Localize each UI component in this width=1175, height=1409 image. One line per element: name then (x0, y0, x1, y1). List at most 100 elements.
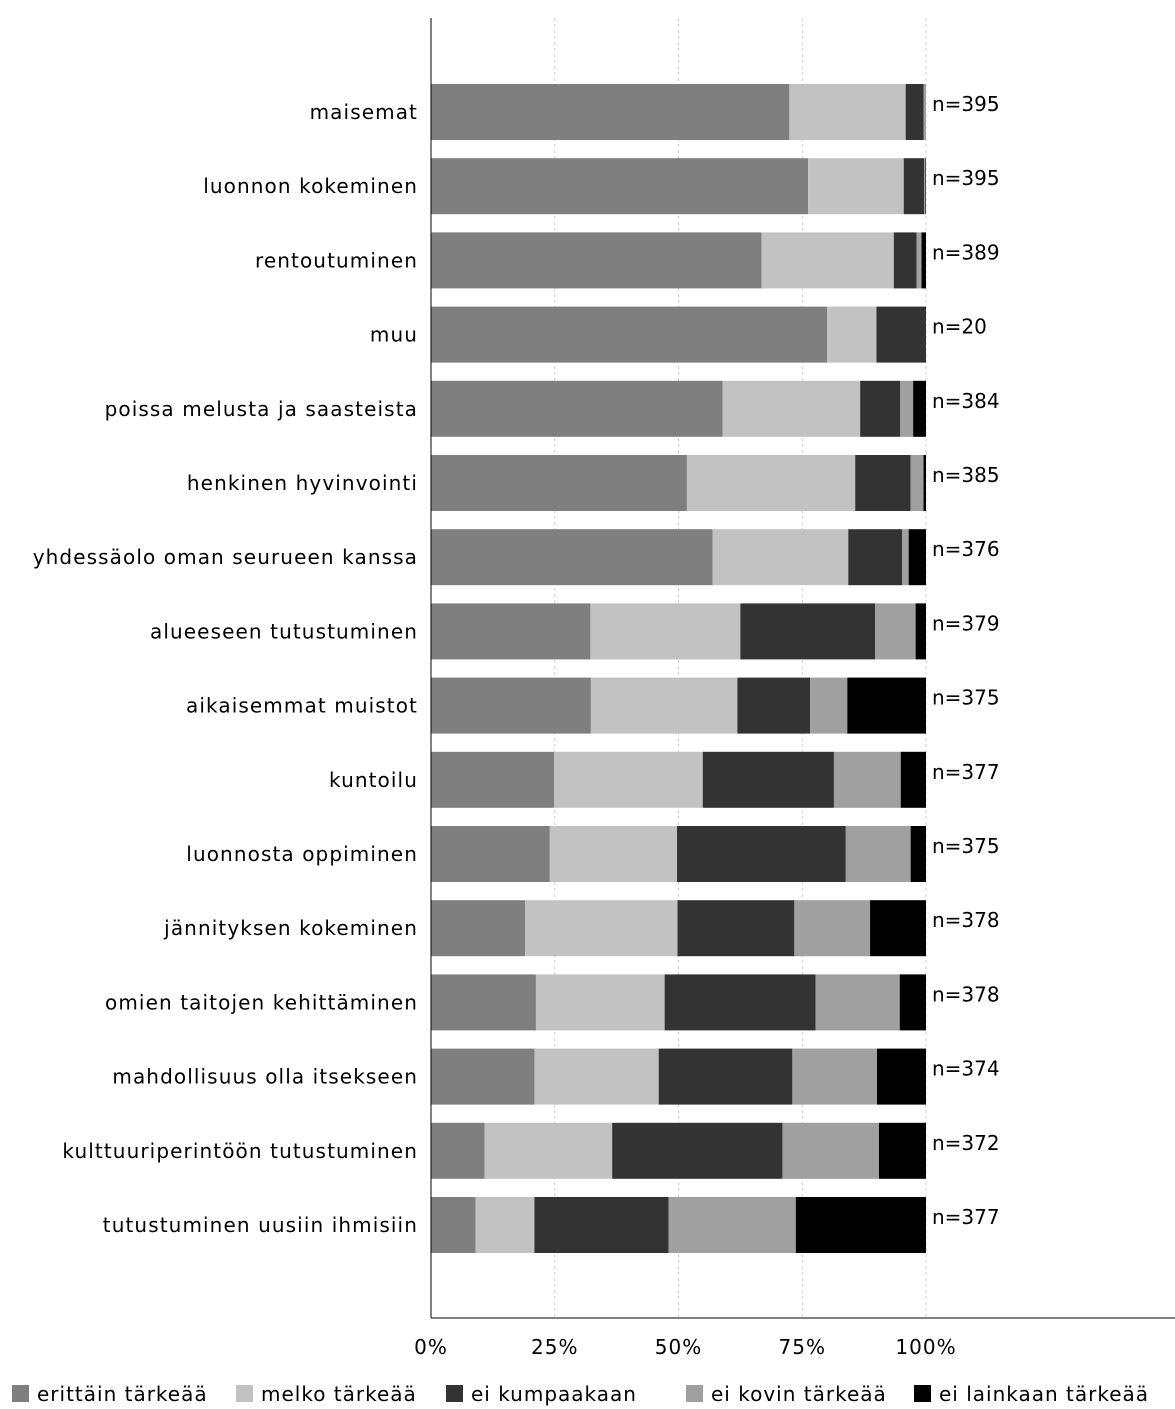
bar-segment (554, 751, 703, 808)
category-label: luonnon kokeminen (203, 174, 418, 198)
bar-segment (431, 232, 762, 289)
bar-segment (908, 529, 926, 586)
bar-segment (740, 603, 876, 660)
category-label: yhdessäolo oman seurueen kanssa (33, 545, 418, 569)
bar-segment (431, 529, 713, 586)
category-label: kuntoilu (329, 768, 418, 792)
x-tick-label: 25% (531, 1335, 578, 1359)
n-label: n=395 (932, 166, 1000, 190)
bar-segment (875, 603, 916, 660)
bar-segment (431, 1197, 476, 1253)
bar-segment (484, 1122, 613, 1179)
n-label: n=378 (932, 982, 1000, 1006)
n-label: n=389 (932, 240, 1000, 264)
bar-segment (833, 751, 901, 808)
bar-segment (910, 826, 926, 882)
legend-swatch (446, 1385, 463, 1402)
bar-segment (431, 84, 790, 140)
bar-segment (827, 306, 877, 363)
category-label: mahdollisuus olla itsekseen (112, 1065, 418, 1089)
category-label: kulttuuriperintöön tutustuminen (62, 1139, 418, 1163)
bar-segment (590, 603, 741, 660)
bar-segment (431, 677, 591, 734)
bar-segment (870, 900, 926, 957)
bar-segment (855, 455, 911, 511)
category-label: tutustuminen uusiin ihmisiin (103, 1213, 418, 1237)
bar-segment (431, 455, 687, 511)
x-tick-label: 75% (779, 1335, 826, 1359)
bar-segment (686, 455, 856, 511)
bar-segment (860, 380, 901, 437)
bar-segment (913, 380, 926, 437)
bar-segment (923, 455, 926, 511)
bar-segment (431, 1048, 535, 1105)
axes (430, 18, 1175, 1319)
bar-segment (664, 974, 816, 1031)
bar-segment (431, 603, 591, 660)
bar-segment (677, 900, 795, 957)
category-label: omien taitojen kehittäminen (105, 990, 418, 1014)
category-label: alueeseen tutustuminen (150, 619, 418, 643)
bar-segment (795, 1197, 926, 1253)
bar-segment (431, 158, 809, 215)
bar-segment (924, 158, 926, 215)
n-label: n=372 (932, 1131, 1000, 1155)
n-label: n=20 (932, 315, 987, 339)
bar-segment (431, 826, 550, 882)
bar-segment (761, 232, 894, 289)
bar-segment (876, 306, 926, 363)
bar-segment (794, 900, 871, 957)
bar-segment (677, 826, 846, 882)
bar-segment (431, 306, 827, 363)
bar-segment (792, 1048, 877, 1105)
n-label: n=376 (932, 537, 1000, 561)
bar-segment (431, 1122, 485, 1179)
n-label: n=384 (932, 389, 1000, 413)
bar-segment (902, 529, 909, 586)
bar-segment (431, 380, 723, 437)
n-label: n=375 (932, 834, 1000, 858)
bar-segment (535, 974, 665, 1031)
n-label: n=379 (932, 611, 1000, 635)
bar-segment (845, 826, 911, 882)
bar-segment (658, 1048, 793, 1105)
bar-segment (810, 677, 848, 734)
bar-segment (893, 232, 917, 289)
n-label: n=378 (932, 908, 1000, 932)
bar-segment (431, 900, 526, 957)
n-labels: n=395 n=395 n=389 n=20 n=384 n=385 n=376 n=379 n… (932, 92, 1000, 1229)
bar-segment (910, 455, 924, 511)
bar-segment (782, 1122, 879, 1179)
legend-label: melko tärkeää (261, 1382, 417, 1406)
bar-segment (815, 974, 900, 1031)
n-label: n=377 (932, 1205, 1000, 1229)
legend-label: erittäin tärkeää (37, 1382, 208, 1406)
bar-segment (923, 84, 926, 140)
bar-segment (876, 1048, 926, 1105)
bar-segment (848, 529, 903, 586)
legend-swatch (12, 1385, 29, 1402)
category-label: luonnosta oppiminen (186, 842, 418, 866)
bar-segment (431, 751, 555, 808)
bar-segment (905, 84, 924, 140)
n-label: n=375 (932, 686, 1000, 710)
legend-swatch (236, 1385, 253, 1402)
bar-segment (722, 380, 861, 437)
bar-segment (525, 900, 678, 957)
bar-segment (702, 751, 834, 808)
bar-segment (900, 380, 914, 437)
bar-segment (668, 1197, 796, 1253)
bar-segment (590, 677, 738, 734)
legend-swatch (914, 1385, 931, 1402)
category-label: poissa melusta ja saasteista (105, 397, 418, 421)
bar-segment (712, 529, 849, 586)
bar-segment (549, 826, 678, 882)
bars (431, 84, 926, 1253)
bar-segment (475, 1197, 535, 1253)
bar-segment (921, 232, 926, 289)
n-label: n=377 (932, 760, 1000, 784)
bar-segment (915, 603, 926, 660)
bar-segment (916, 232, 922, 289)
n-label: n=385 (932, 463, 1000, 487)
